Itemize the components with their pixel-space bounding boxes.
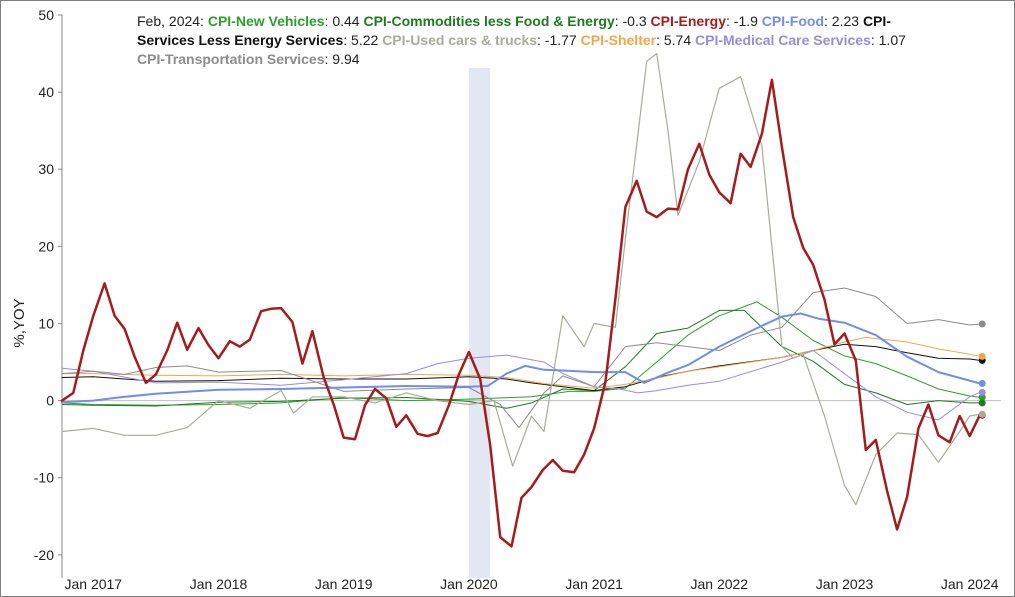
x-tick-label: Jan 2024 xyxy=(941,576,999,592)
y-tick-label: 20 xyxy=(38,238,54,254)
end-marker-cpi-new-vehicles xyxy=(978,393,986,401)
series-line-cpi-used-cars-trucks xyxy=(61,53,981,506)
series-line-cpi-shelter xyxy=(61,336,981,389)
legend-value: : -1.9 xyxy=(726,13,762,29)
legend-series-name: CPI- xyxy=(863,13,891,29)
x-tick-label: Jan 2023 xyxy=(816,576,874,592)
recession-band xyxy=(468,68,491,578)
end-marker-cpi-medical-care-services xyxy=(978,388,986,396)
series-line-cpi-services-less-energy-services xyxy=(61,343,981,392)
legend-series-name: CPI-Transportation Services xyxy=(137,51,325,67)
series-line-cpi-medical-care-services xyxy=(61,350,981,421)
y-tick-label: 30 xyxy=(38,161,54,177)
series-line-cpi-transportation-services xyxy=(61,287,981,429)
legend-series-name: CPI-Energy xyxy=(651,13,727,29)
end-marker-cpi-used-cars-trucks xyxy=(978,410,986,418)
y-tick-label: 40 xyxy=(38,84,54,100)
legend-value: : -1.77 xyxy=(537,32,581,48)
legend-value: : 0.44 xyxy=(325,13,364,29)
legend-value: : 2.23 xyxy=(824,13,863,29)
x-tick-label: Jan 2018 xyxy=(190,576,248,592)
legend: Feb, 2024: CPI-New Vehicles: 0.44 CPI-Co… xyxy=(137,13,910,67)
end-marker-cpi-transportation-services xyxy=(978,320,986,328)
y-tick-label: 50 xyxy=(38,7,54,23)
legend-value: Feb, 2024: xyxy=(137,13,208,29)
series-line-cpi-commodities-less-food-energy xyxy=(61,309,981,409)
series-layer xyxy=(60,53,981,548)
legend-series-name: CPI-Shelter xyxy=(581,32,657,48)
legend-series-name: CPI-Medical Care Services xyxy=(695,32,871,48)
y-tick-label: 10 xyxy=(38,315,54,331)
end-marker-cpi-shelter xyxy=(978,352,986,360)
y-tick-label: 0 xyxy=(46,393,54,409)
legend-series-name: Services Less Energy Services xyxy=(137,32,343,48)
end-marker-cpi-commodities-less-food-energy xyxy=(978,399,986,407)
y-tick-label: -20 xyxy=(34,547,54,563)
end-marker-cpi-food xyxy=(978,379,986,387)
axes: -20 -10 0 10 20 30 40 50 Jan 2017 Jan 2018 Jan 201… xyxy=(34,7,1001,592)
legend-series-name: CPI-Used cars & trucks xyxy=(382,32,537,48)
x-tick-label: Jan 2022 xyxy=(690,576,748,592)
legend-value: : 5.22 xyxy=(343,32,382,48)
y-tick-label: -10 xyxy=(34,470,54,486)
end-markers xyxy=(978,320,986,419)
legend-value: : 1.07 xyxy=(871,32,910,48)
legend-value: : 5.74 xyxy=(656,32,695,48)
y-axis-label: %,YOY xyxy=(11,298,28,347)
recession-band-layer xyxy=(468,68,491,578)
x-tick-label: Jan 2017 xyxy=(64,576,122,592)
x-tick-label: Jan 2021 xyxy=(565,576,623,592)
series-line-cpi-energy xyxy=(60,78,981,548)
legend-series-name: CPI-Commodities less Food & Energy xyxy=(363,13,614,29)
legend-series-name: CPI-New Vehicles xyxy=(208,13,325,29)
series-line-cpi-food xyxy=(61,312,981,404)
legend-value: : -0.3 xyxy=(615,13,651,29)
x-tick-label: Jan 2019 xyxy=(315,576,373,592)
series-line-cpi-new-vehicles xyxy=(61,301,981,406)
legend-value: : 9.94 xyxy=(325,51,360,67)
legend-series-name: CPI-Food xyxy=(762,13,824,29)
x-tick-label: Jan 2020 xyxy=(440,576,498,592)
